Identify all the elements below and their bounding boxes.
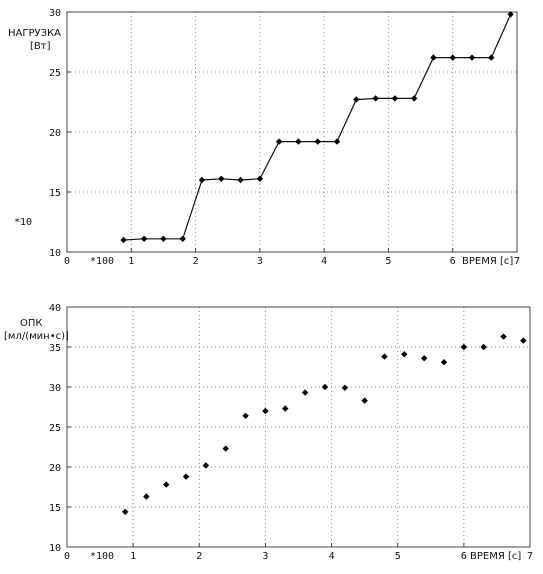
load-chart-data-point — [468, 54, 476, 61]
opk-chart: ОПК [мл/(мин•с)] *100 ВРЕМЯ [c] 0 1 2 3 4 5 6 7… — [4, 303, 533, 562]
opk-chart-data-point — [163, 481, 170, 488]
opk-chart-y-tick-label: 15 — [49, 503, 61, 514]
load-chart-y-unit: [Вт] — [30, 41, 51, 52]
load-chart-x-tick-label: 4 — [321, 256, 327, 267]
load-chart-data-point — [410, 95, 418, 102]
opk-chart-y-tick-label: 30 — [49, 383, 61, 394]
load-chart-y-tick-label: 30 — [49, 8, 61, 19]
opk-chart-data-point — [361, 397, 368, 404]
load-chart-data-point — [275, 138, 283, 145]
load-chart-data-point — [391, 95, 399, 102]
opk-chart-data-point — [440, 359, 448, 366]
opk-chart-data-point — [122, 508, 129, 515]
load-chart-data-point — [160, 235, 167, 242]
opk-chart-x-tick-label: 6 — [461, 551, 467, 562]
load-chart-data-point — [198, 176, 206, 184]
load-chart-y-label: НАГРУЗКА — [8, 28, 61, 39]
load-chart-y-scale-note: *10 — [14, 217, 32, 228]
load-chart-data-point — [353, 96, 360, 103]
load-chart-x-tick-label: 0 — [64, 256, 70, 267]
load-chart-data-point — [314, 138, 321, 145]
load-chart-data-point — [237, 176, 244, 184]
opk-chart-data-point — [420, 355, 428, 362]
load-chart-data-point — [256, 175, 264, 182]
load-chart-data-point — [449, 54, 456, 61]
load-chart-x-tick-label: 7 — [514, 256, 520, 267]
load-chart-x-tick-label: 2 — [193, 256, 199, 267]
opk-chart-x-tick-label: 7 — [527, 551, 533, 562]
load-chart-x-label: ВРЕМЯ [c] — [462, 256, 513, 267]
opk-chart-data-point — [460, 343, 468, 351]
opk-chart-data-point — [480, 343, 487, 351]
load-chart-x-tick-label: 5 — [385, 256, 391, 267]
load-chart-data-point — [179, 235, 186, 242]
opk-chart-x-label: ВРЕМЯ [c] — [470, 551, 521, 562]
load-chart-data-point — [372, 95, 379, 102]
load-chart-x-tick-label: 3 — [257, 256, 263, 267]
load-chart-y-tick-label: 10 — [49, 248, 61, 259]
opk-chart-y-tick-label: 10 — [49, 543, 61, 554]
opk-chart-data-point — [222, 445, 229, 452]
opk-chart-data-point — [301, 389, 309, 396]
opk-chart-data-point — [500, 333, 507, 340]
opk-chart-data-point — [242, 412, 249, 419]
opk-chart-x-tick-label: 2 — [196, 551, 202, 562]
opk-chart-y-tick-label: 35 — [49, 343, 61, 354]
load-chart-y-tick-label: 25 — [49, 68, 61, 79]
load-chart-data-point — [218, 175, 225, 182]
opk-chart-data-point — [321, 383, 329, 391]
load-chart-data-point — [140, 235, 148, 242]
load-chart-data-point — [488, 54, 495, 61]
opk-chart-y-tick-label: 25 — [49, 423, 61, 434]
opk-chart-x-tick-label: 5 — [395, 551, 401, 562]
opk-chart-data-point — [401, 351, 408, 358]
load-chart-y-tick-label: 15 — [49, 188, 61, 199]
load-chart: НАГРУЗКА [Вт] *10 *100 ВРЕМЯ [c] 0 1 2 3 4 5 6… — [8, 8, 520, 267]
opk-chart-y-tick-label: 40 — [49, 303, 61, 314]
opk-chart-x-tick-label: 0 — [64, 551, 70, 562]
opk-chart-data-point — [143, 493, 150, 500]
opk-chart-x-scale-note: *100 — [90, 551, 114, 562]
opk-chart-data-point — [262, 407, 269, 415]
opk-chart-y-unit: [мл/(мин•с)] — [4, 331, 69, 342]
load-chart-data-point — [295, 138, 302, 145]
load-chart-y-tick-label: 20 — [49, 128, 61, 139]
load-chart-x-scale-note: *100 — [90, 256, 114, 267]
opk-chart-x-tick-label: 1 — [130, 551, 136, 562]
load-chart-data-point — [120, 236, 127, 244]
opk-chart-y-tick-label: 20 — [49, 463, 61, 474]
opk-chart-data-point — [202, 462, 210, 469]
opk-chart-data-point — [381, 353, 388, 360]
load-chart-data-point — [430, 54, 437, 61]
load-chart-x-tick-label: 6 — [450, 256, 456, 267]
opk-chart-x-tick-label: 3 — [262, 551, 268, 562]
opk-chart-plot-frame — [66, 306, 531, 548]
opk-chart-data-point — [282, 405, 289, 412]
load-chart-data-point — [333, 138, 341, 145]
opk-chart-data-point — [341, 384, 348, 391]
load-chart-data-point — [507, 11, 514, 18]
opk-chart-y-label: ОПК — [20, 318, 43, 329]
opk-chart-x-tick-label: 4 — [329, 551, 335, 562]
opk-chart-data-point — [182, 473, 190, 480]
load-chart-x-tick-label: 1 — [128, 256, 134, 267]
opk-chart-data-point — [520, 337, 527, 344]
